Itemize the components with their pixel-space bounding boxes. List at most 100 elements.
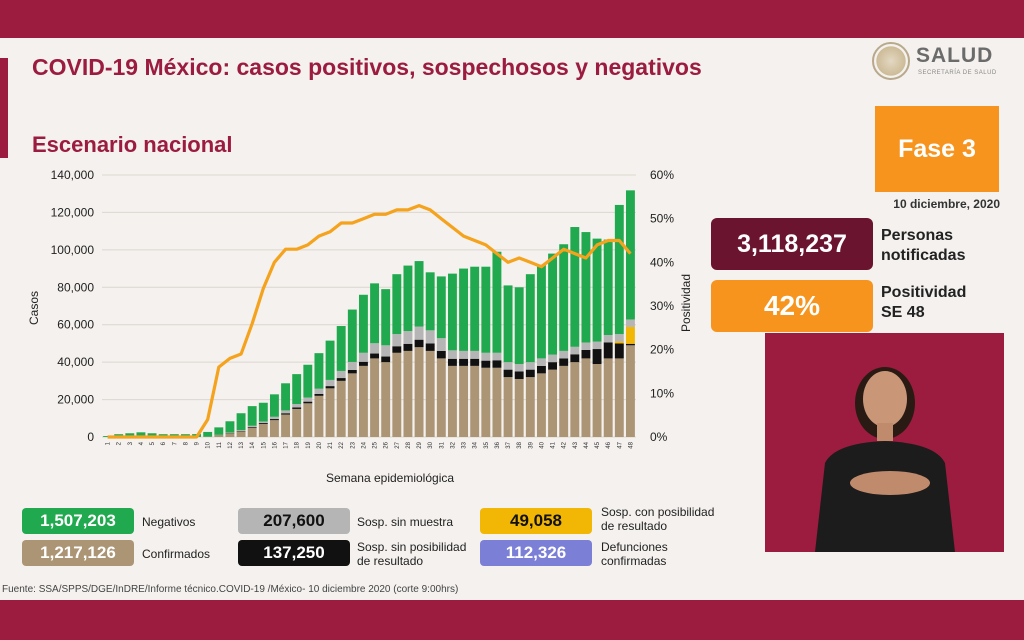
bar-segment xyxy=(447,365,457,437)
bar-segment xyxy=(492,367,502,437)
bar-segment xyxy=(236,431,246,437)
x-tick-label: 1 xyxy=(106,441,112,445)
bar-segment xyxy=(559,365,569,437)
bar-segment xyxy=(625,326,635,344)
bar-segment xyxy=(347,370,357,374)
bar-segment xyxy=(436,276,446,339)
bar-segment xyxy=(125,433,135,437)
bar-segment xyxy=(514,364,524,372)
bar-segment xyxy=(470,266,480,351)
bar-segment xyxy=(614,341,624,344)
mexico-coat-of-arms-icon xyxy=(872,42,910,80)
chart-subtitle: Escenario nacional xyxy=(32,132,233,157)
y2-tick-label: 10% xyxy=(650,386,674,400)
bar-segment xyxy=(281,414,291,437)
legend-confirmados-label: Confirmados xyxy=(142,547,211,561)
x-tick-label: 9 xyxy=(195,441,201,445)
bar-segment xyxy=(292,407,302,409)
y-tick-label: 120,000 xyxy=(51,205,95,219)
y-tick-label: 20,000 xyxy=(57,393,94,407)
x-tick-label: 38 xyxy=(517,441,523,448)
bar-segment xyxy=(347,309,357,362)
x-tick-label: 18 xyxy=(295,441,301,448)
bar-segment xyxy=(403,350,413,437)
x-tick-label: 40 xyxy=(539,441,545,448)
kpi-positividad-value: 42% xyxy=(711,280,873,332)
bar-segment xyxy=(570,346,580,355)
report-date: 10 diciembre, 2020 xyxy=(893,197,1000,211)
bar-segment xyxy=(225,433,235,437)
x-tick-label: 24 xyxy=(361,441,367,448)
bar-segment xyxy=(281,410,291,414)
x-tick-label: 23 xyxy=(350,441,356,448)
bar-segment xyxy=(236,430,246,432)
x-tick-label: 4 xyxy=(139,441,145,445)
y-tick-label: 140,000 xyxy=(51,168,95,182)
x-axis-label: Semana epidemiológica xyxy=(326,471,454,485)
bar-segment xyxy=(603,342,613,359)
bar-segment xyxy=(414,261,424,327)
x-tick-label: 28 xyxy=(406,441,412,448)
bar-segment xyxy=(492,251,502,353)
bar-segment xyxy=(425,350,435,437)
y2-tick-label: 20% xyxy=(650,343,674,357)
bar-segment xyxy=(625,319,635,327)
x-tick-label: 42 xyxy=(562,441,568,448)
bar-segment xyxy=(425,343,435,351)
x-tick-label: 13 xyxy=(239,441,245,448)
x-tick-label: 5 xyxy=(150,441,156,445)
bar-segment xyxy=(514,378,524,437)
x-tick-label: 20 xyxy=(317,441,323,448)
x-tick-label: 45 xyxy=(595,441,601,448)
bar-segment xyxy=(314,388,324,394)
page-title: COVID-19 México: casos positivos, sospec… xyxy=(32,54,702,80)
bar-segment xyxy=(269,394,279,417)
slide: COVID-19 México: casos positivos, sospec… xyxy=(0,38,1024,600)
bar-segment xyxy=(214,435,224,437)
bar-segment xyxy=(536,365,546,374)
chart-line xyxy=(107,204,632,439)
legend-sosp-con-posibilidad-label: Sosp. con posibilidad de resultado xyxy=(601,505,715,533)
bar-segment xyxy=(303,401,313,404)
y2-tick-label: 40% xyxy=(650,255,674,269)
bar-segment xyxy=(592,238,602,342)
bar-segment xyxy=(203,431,213,437)
x-tick-label: 41 xyxy=(551,441,557,448)
bar-segment xyxy=(559,358,569,366)
bar-segment xyxy=(447,358,457,366)
x-tick-label: 37 xyxy=(506,441,512,448)
bar-segment xyxy=(414,347,424,437)
bar-segment xyxy=(592,349,602,365)
x-axis-ticks: 1 2 3 4 5 6 7 8 9 10 11 12 13 14 15 16 17 18 19 20 21 22 23 24 2… xyxy=(106,441,635,448)
kpi-positividad-label: Positividad SE 48 xyxy=(881,284,967,321)
bar-segment xyxy=(370,353,380,359)
bar-segment xyxy=(392,346,402,353)
x-tick-label: 19 xyxy=(306,441,312,448)
bar-segment xyxy=(370,283,380,344)
bar-segment xyxy=(570,227,580,347)
x-tick-label: 3 xyxy=(128,441,134,445)
sign-language-interpreter-icon xyxy=(765,333,1004,552)
bar-segment xyxy=(358,361,368,366)
bar-segment xyxy=(603,358,613,437)
x-tick-label: 26 xyxy=(384,441,390,448)
bar-segment xyxy=(247,425,257,427)
bar-segment xyxy=(548,362,558,370)
cases-chart: 0 20,000 40,000 60,000 80,000 100,000 120,000 1… xyxy=(27,168,693,485)
legend-sosp-con-posibilidad-value: 49,058 xyxy=(480,508,592,534)
bar-segment xyxy=(492,352,502,361)
positividad-line xyxy=(107,204,632,439)
bar-segment xyxy=(503,369,513,378)
bar-segment xyxy=(381,289,391,346)
chart-bars xyxy=(103,190,635,437)
y-tick-label: 80,000 xyxy=(57,280,94,294)
bar-segment xyxy=(247,406,257,426)
bar-segment xyxy=(459,350,469,359)
x-tick-label: 43 xyxy=(573,441,579,448)
bar-segment xyxy=(514,287,524,365)
bar-segment xyxy=(548,253,558,355)
bar-segment xyxy=(581,342,591,350)
bar-segment xyxy=(525,274,535,363)
bar-segment xyxy=(403,265,413,332)
bar-segment xyxy=(281,383,291,411)
